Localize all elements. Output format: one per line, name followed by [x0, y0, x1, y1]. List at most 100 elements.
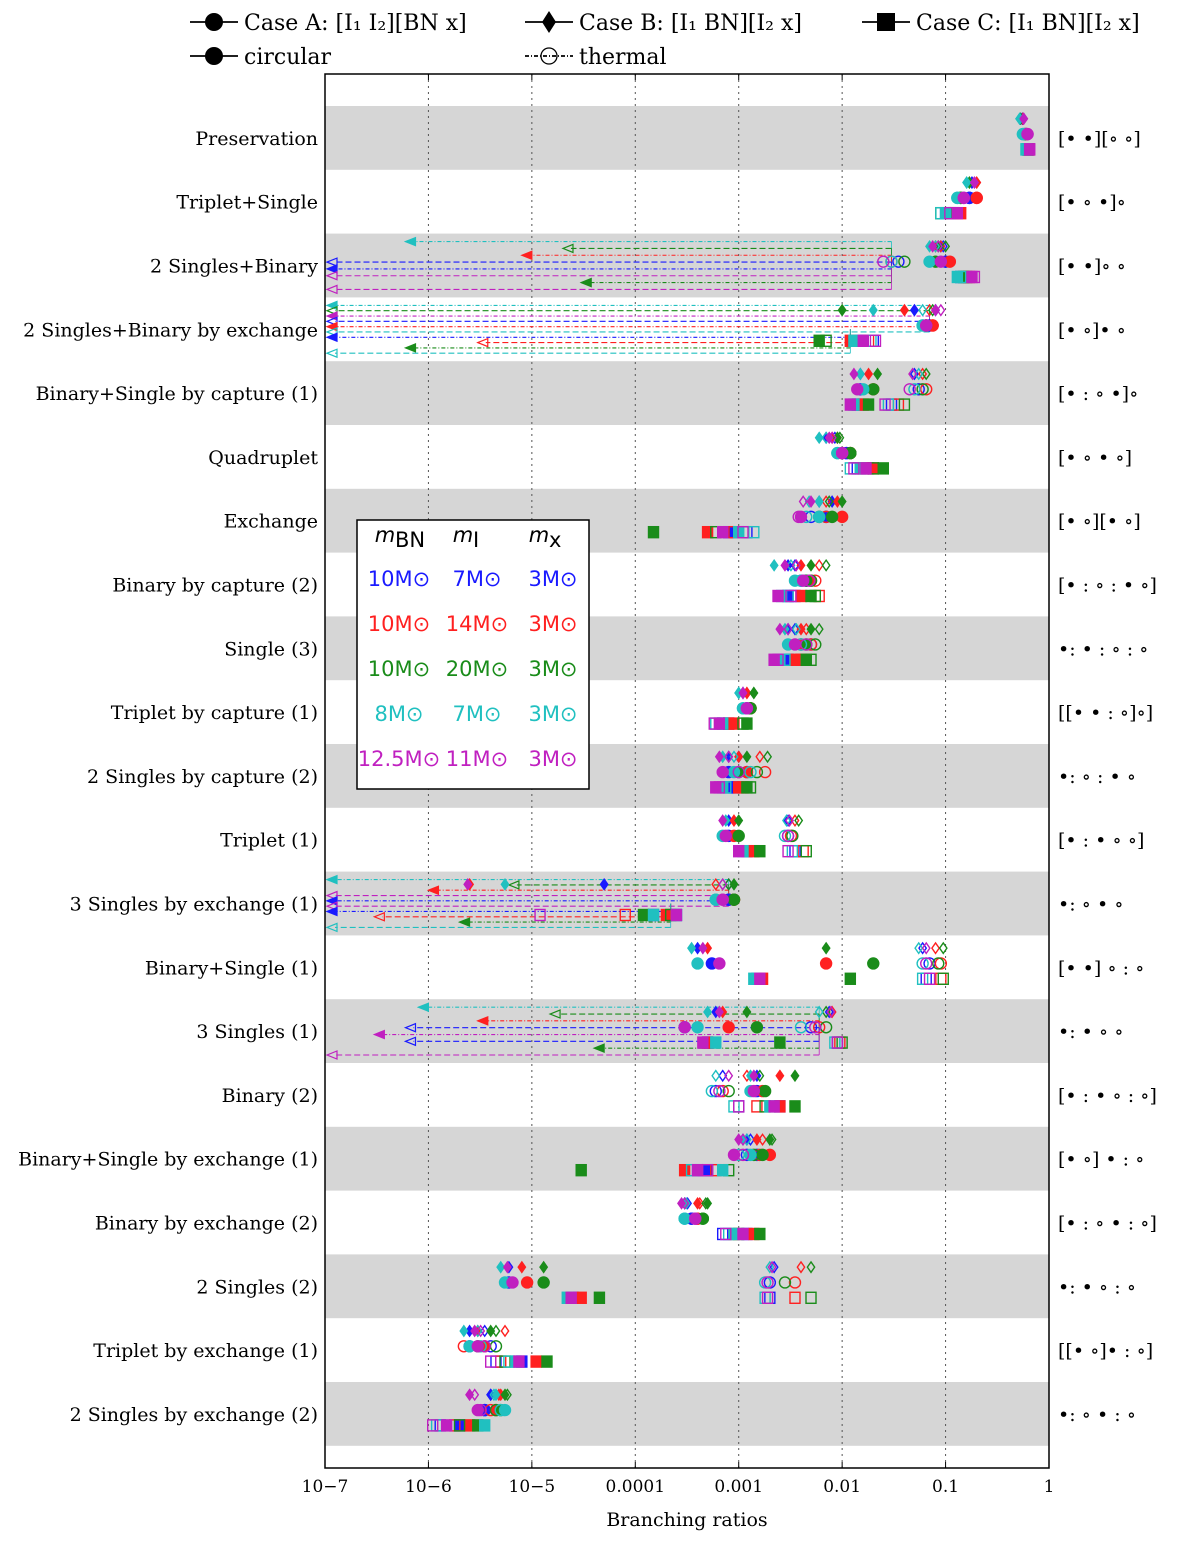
marker-diamond [791, 622, 801, 636]
marker-circle [750, 765, 764, 779]
row-band [325, 1254, 1049, 1319]
marker-circle [781, 829, 795, 843]
x-tick-label: 0.001 [714, 1477, 763, 1497]
upper-limit-arrowhead [325, 922, 338, 933]
marker-circle [732, 765, 745, 779]
mass-table-cell: 10M⊙ [368, 612, 430, 636]
category-label: Quadruplet [208, 447, 318, 469]
marker-circle [732, 829, 745, 843]
marker-diamond [742, 1005, 752, 1019]
mass-table-cell: 12.5M⊙ [358, 747, 440, 771]
category-label: Triplet by exchange (1) [93, 1340, 318, 1362]
marker-square [805, 589, 817, 603]
marker-diamond [476, 1324, 486, 1338]
marker-square [737, 525, 749, 539]
upper-limit-arrowhead [592, 1043, 605, 1054]
row-band [325, 871, 1049, 936]
marker-square [789, 1291, 801, 1304]
marker-circle [851, 383, 864, 396]
upper-limit-arrowhead [325, 874, 338, 885]
category-notation: [• ∘] • : ∘ [1058, 1149, 1144, 1171]
marker-diamond [734, 814, 744, 827]
category-label: 2 Singles by exchange (2) [70, 1404, 318, 1426]
category-notation: [• : • ∘ : ∘] [1058, 1085, 1157, 1107]
marker-square [768, 653, 780, 666]
marker-circle [908, 383, 921, 396]
marker-diamond [755, 750, 765, 764]
marker-square [741, 781, 753, 794]
marker-square [862, 398, 875, 411]
marker-diamond [695, 1196, 705, 1210]
marker-diamond [821, 558, 831, 572]
marker-diamond [790, 1069, 800, 1083]
upper-limit-arrowhead [476, 337, 489, 348]
marker-diamond [738, 686, 748, 700]
marker-square [1023, 143, 1036, 156]
marker-diamond [599, 877, 609, 891]
marker-square [744, 781, 757, 794]
marker-diamond [703, 1196, 713, 1210]
marker-circle [819, 957, 833, 970]
category-notation: •: ∘ • : ∘ [1058, 1404, 1136, 1426]
upper-limit-arrowhead [548, 1009, 561, 1019]
marker-circle [756, 1148, 769, 1162]
marker-diamond [921, 941, 931, 955]
marker-square [966, 270, 978, 284]
marker-circle [691, 1021, 704, 1034]
marker-square [754, 844, 766, 858]
marker-diamond [796, 1260, 806, 1274]
marker-diamond [832, 431, 842, 445]
category-label: Binary+Single by capture (1) [36, 383, 318, 405]
marker-diamond [914, 941, 924, 955]
marker-diamond [486, 1324, 496, 1338]
marker-diamond [806, 622, 816, 636]
marker-circle [474, 1403, 487, 1417]
marker-diamond [908, 367, 918, 381]
marker-circle [709, 1084, 722, 1098]
marker-square [716, 525, 729, 539]
marker-square [741, 717, 753, 730]
marker-circle [920, 383, 933, 396]
category-notation: [• : ∘ •]∘ [1058, 383, 1138, 405]
marker-diamond [783, 622, 793, 636]
marker-square [575, 1291, 587, 1304]
marker-diamond [785, 814, 795, 827]
marker-circle [494, 1403, 507, 1417]
upper-limit-arrowhead [325, 348, 338, 359]
marker-circle [867, 957, 880, 970]
marker-diamond [459, 1324, 469, 1338]
marker-circle [916, 957, 929, 970]
category-notation: [[• • : ∘]∘] [1058, 702, 1153, 724]
mass-table-cell: 20M⊙ [446, 657, 508, 681]
mass-table-cell: 3M⊙ [528, 567, 577, 591]
category-labels: Preservation Triplet+Single 2 Singles+Bina… [18, 128, 318, 1426]
marker-square [647, 908, 660, 922]
marker-diamond [500, 1388, 510, 1402]
marker-diamond [517, 1260, 527, 1274]
marker-diamond [470, 1388, 480, 1402]
marker-square [647, 525, 660, 539]
marker-diamond [969, 176, 979, 189]
marker-circle [800, 638, 813, 651]
marker-square [774, 1036, 786, 1049]
marker-square [772, 653, 784, 666]
marker-diamond [849, 367, 859, 381]
marker-diamond [500, 877, 510, 891]
marker-diamond [806, 558, 816, 572]
marker-circle [678, 1021, 691, 1034]
marker-circle [471, 1403, 484, 1417]
category-label: Binary+Single by exchange (1) [18, 1149, 318, 1171]
marker-circle [689, 1212, 702, 1225]
marker-circle [520, 1276, 534, 1289]
marker-diamond [718, 1069, 728, 1083]
marker-diamond [914, 367, 924, 381]
marker-square [754, 1227, 766, 1241]
marker-diamond [790, 622, 800, 636]
marker-circle [809, 1021, 822, 1034]
marker-diamond [868, 303, 878, 317]
marker-diamond [933, 239, 943, 253]
category-notation: [• •][∘ ∘] [1058, 128, 1141, 150]
marker-square [944, 206, 956, 220]
category-notation: [• ∘]• ∘ [1058, 319, 1126, 341]
